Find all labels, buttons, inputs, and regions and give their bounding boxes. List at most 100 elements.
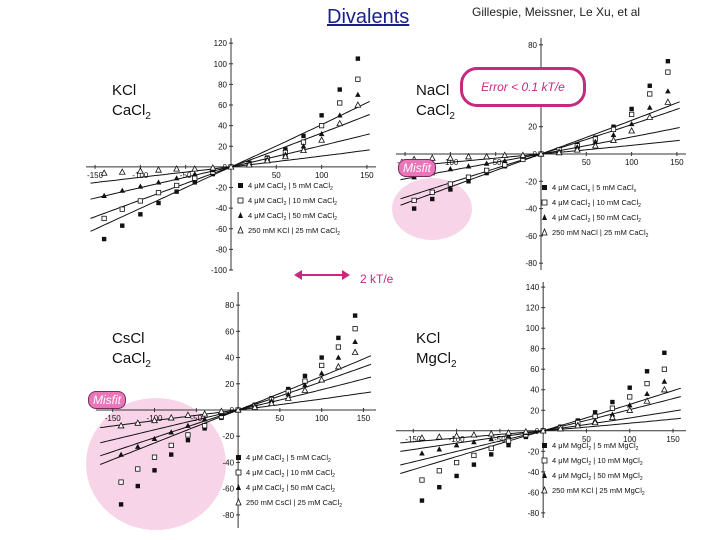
x-tick-label: 50	[582, 158, 591, 167]
data-point-series-4	[155, 166, 162, 173]
y-tick-label: -60	[215, 225, 227, 234]
data-point-series-1	[437, 485, 442, 490]
data-point-series-3	[201, 416, 208, 422]
data-point-series-2	[335, 344, 341, 350]
legend-marker	[542, 472, 547, 478]
data-point-series-2	[665, 69, 671, 75]
data-point-series-4	[483, 152, 491, 160]
data-point-series-1	[337, 87, 342, 92]
y-tick-label: 60	[225, 327, 234, 336]
y-tick-label: 80	[225, 301, 234, 310]
misfit-label-2: Misfit	[88, 391, 126, 409]
data-point-series-2	[661, 366, 667, 372]
data-point-series-4	[664, 98, 672, 105]
data-point-series-4	[465, 152, 472, 160]
data-point-series-4	[626, 406, 634, 413]
slide-title: Divalents	[327, 6, 410, 28]
legend-entry: 4 μM CaClx | 5 mM CaClx	[552, 183, 637, 194]
data-point-series-1	[647, 83, 652, 88]
data-point-series-3	[644, 390, 650, 397]
data-point-series-1	[484, 170, 489, 176]
data-point-series-3	[471, 439, 477, 445]
data-point-series-2	[505, 438, 512, 444]
y-tick-label: 20	[218, 142, 227, 151]
data-point-series-4	[501, 151, 509, 158]
data-point-series-4	[470, 431, 478, 438]
data-point-series-3	[483, 160, 490, 166]
data-point-series-4	[435, 433, 443, 440]
legend-entry: 4 μM CaCl2 | 50 mM CaCl2	[246, 483, 335, 494]
data-point-series-4	[201, 410, 209, 417]
legend-marker	[237, 225, 244, 234]
salt-label-panel-2: NaCl CaCl2	[416, 81, 455, 127]
data-point-series-4	[227, 163, 235, 170]
y-tick-label: 80	[528, 41, 537, 50]
data-point-series-2	[610, 126, 617, 133]
legend-entry: 4 μM MgCl2 | 10 mM MgCl2	[552, 456, 643, 467]
data-point-series-1	[355, 56, 361, 61]
data-point-series-4	[173, 165, 181, 172]
data-point-series-4	[453, 432, 461, 439]
data-point-series-4	[318, 136, 326, 143]
data-point-series-4	[209, 164, 217, 171]
data-point-series-4	[418, 434, 426, 441]
data-point-series-2	[644, 380, 650, 387]
data-point-series-3	[185, 422, 191, 428]
data-point-series-4	[134, 419, 142, 426]
data-point-series-1	[138, 212, 143, 217]
chart-cscl-cacl2: -150-100-5050100150806040200-20-40-60-80…	[96, 292, 376, 528]
data-point-series-1	[120, 223, 125, 228]
y-tick-label: 40	[530, 386, 539, 395]
data-point-series-4	[610, 136, 617, 143]
y-tick-label: 20	[528, 123, 537, 132]
data-point-series-3	[355, 91, 361, 97]
data-point-series-2	[137, 198, 143, 204]
data-point-series-1	[471, 462, 477, 467]
data-point-series-4	[263, 156, 271, 164]
data-point-series-4	[505, 428, 513, 436]
y-tick-label: -60	[525, 232, 537, 241]
data-point-series-3	[352, 338, 358, 345]
fit-curve-series-4	[400, 417, 681, 444]
data-point-series-2	[118, 479, 124, 485]
data-point-series-4	[573, 146, 581, 153]
data-point-series-1	[135, 483, 140, 489]
y-tick-label: -60	[528, 488, 540, 497]
data-point-series-4	[336, 119, 344, 127]
y-tick-label: 80	[218, 80, 227, 89]
salt-label-line1: CsCl	[112, 330, 145, 347]
data-point-series-1	[301, 133, 306, 139]
y-tick-label: -80	[215, 245, 227, 254]
legend-marker	[541, 227, 548, 236]
data-point-series-2	[488, 445, 494, 451]
y-tick-label: 140	[526, 283, 540, 292]
data-point-series-3	[447, 166, 454, 172]
data-point-series-3	[436, 446, 443, 452]
data-point-series-3	[137, 183, 144, 189]
legend-entry: 250 mM CsCl | 25 mM CaCl2	[246, 498, 342, 509]
data-point-series-2	[453, 459, 460, 466]
salt-label-line2: CaCl2	[112, 102, 151, 122]
x-tick-label: 150	[360, 171, 374, 180]
y-tick-label: -40	[215, 204, 227, 213]
y-tick-label: 120	[526, 304, 540, 313]
legend-marker	[541, 485, 548, 494]
data-point-series-2	[471, 452, 477, 459]
legend-marker	[235, 469, 242, 476]
y-tick-label: -40	[528, 468, 540, 477]
data-point-series-2	[174, 182, 180, 189]
data-point-series-4	[660, 385, 668, 393]
y-tick-label: 100	[526, 324, 540, 333]
data-point-series-2	[419, 477, 425, 483]
x-tick-label: 100	[625, 158, 639, 167]
data-point-series-2	[609, 405, 616, 411]
x-tick-label: -50	[191, 414, 203, 423]
data-point-series-3	[501, 157, 508, 164]
data-point-series-1	[336, 335, 341, 341]
data-point-series-4	[251, 403, 259, 410]
data-point-series-1	[592, 410, 598, 415]
legend-marker	[541, 199, 548, 206]
data-point-series-2	[484, 167, 490, 173]
data-point-series-2	[627, 394, 633, 400]
x-tick-label: 150	[670, 158, 684, 167]
